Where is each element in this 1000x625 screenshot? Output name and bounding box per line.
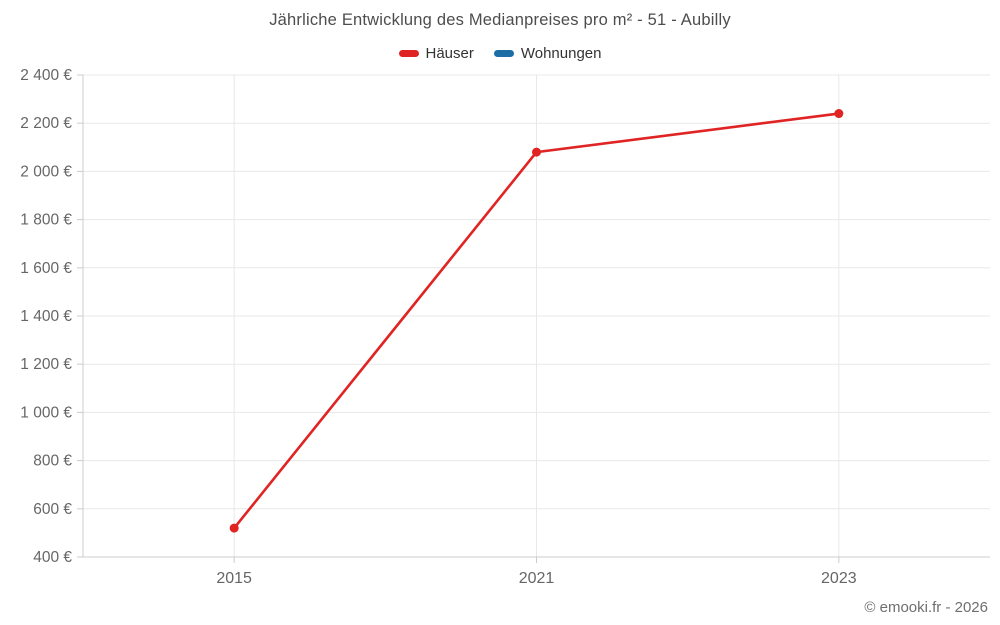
legend-label-haeuser: Häuser [425, 45, 474, 62]
chart-title: Jährliche Entwicklung des Medianpreises … [269, 11, 731, 29]
y-axis-label: 2 000 € [20, 163, 72, 180]
data-point[interactable] [229, 523, 239, 533]
y-axis-label: 800 € [33, 453, 72, 470]
data-point[interactable] [532, 147, 541, 157]
legend-swatch-haeuser-icon [398, 50, 419, 57]
copyright-text: © emooki.fr - 2026 [864, 599, 988, 616]
y-axis-label: 1 000 € [20, 404, 72, 421]
x-axis-label: 2023 [821, 570, 857, 587]
y-axis-label: 1 400 € [20, 308, 72, 325]
y-axis-label: 600 € [33, 501, 72, 518]
legend-item-wohnungen[interactable]: Wohnungen [493, 45, 602, 62]
legend-label-wohnungen: Wohnungen [520, 45, 602, 62]
y-axis-label: 2 400 € [20, 67, 72, 84]
x-axis-label: 2021 [519, 570, 555, 587]
y-axis-label: 1 800 € [20, 212, 72, 229]
legend-item-haeuser[interactable]: Häuser [398, 45, 474, 62]
y-axis-label: 1 200 € [20, 356, 72, 373]
legend-swatch-wohnungen-icon [493, 50, 514, 57]
chart-legend: Häuser Wohnungen [0, 45, 1000, 62]
x-axis-label: 2015 [216, 570, 252, 587]
y-axis-label: 1 600 € [20, 260, 72, 277]
data-point[interactable] [834, 109, 844, 119]
y-axis-label: 2 200 € [20, 115, 72, 132]
y-axis-label: 400 € [33, 549, 72, 566]
